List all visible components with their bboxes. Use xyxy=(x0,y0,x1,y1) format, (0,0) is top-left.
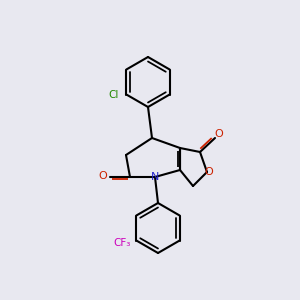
Text: O: O xyxy=(214,129,224,139)
Text: N: N xyxy=(151,172,159,182)
Text: Cl: Cl xyxy=(108,89,118,100)
Text: O: O xyxy=(99,171,107,181)
Text: O: O xyxy=(205,167,213,177)
Text: CF₃: CF₃ xyxy=(114,238,131,248)
